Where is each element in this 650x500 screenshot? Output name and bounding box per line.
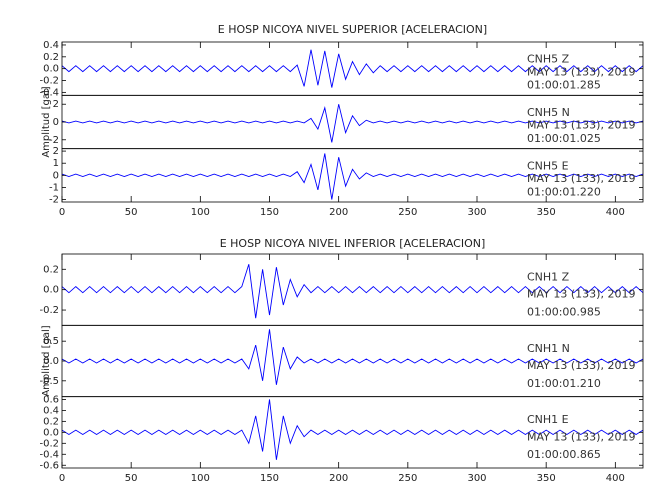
x-tick-label: 250 (398, 473, 417, 484)
station-label: CNH1 N (527, 342, 570, 355)
x-tick-label: 100 (191, 473, 210, 484)
y-tick-label: 0.0 (43, 427, 59, 438)
date-label: MAY 13 (133), 2019 (527, 65, 635, 78)
waveform (61, 329, 644, 385)
trace-panel: -0.2 0.0 0.2 CNH1 Z MAY 13 (133), 2019 01:00:… (39, 253, 644, 326)
time-label: 01:00:01.210 (527, 377, 601, 390)
time-label: 01:00:00.985 (527, 305, 601, 318)
y-tick-label: -0.5 (39, 376, 59, 387)
y-tick-label: -2 (49, 135, 59, 146)
waveform (61, 153, 644, 200)
y-tick-label: 0.5 (43, 336, 59, 347)
x-tick-label: 400 (606, 207, 625, 218)
x-tick-label: 300 (467, 473, 486, 484)
station-label: CNH5 Z (527, 53, 570, 66)
x-tick-label: 200 (329, 207, 348, 218)
x-tick-label: 350 (537, 473, 556, 484)
station-label: CNH5 E (527, 159, 569, 172)
time-label: 01:00:01.220 (527, 185, 601, 198)
y-tick-label: 2 (53, 146, 59, 157)
y-tick-label: 0.2 (43, 264, 59, 275)
waveform (61, 104, 644, 143)
x-tick-label: 350 (537, 207, 556, 218)
date-label: MAY 13 (133), 2019 (527, 359, 635, 372)
y-tick-label: 0 (53, 170, 59, 181)
station-label: CNH1 Z (527, 271, 570, 284)
y-tick-label: -0.4 (39, 87, 59, 98)
waveform (61, 49, 644, 88)
x-tick-label: 100 (191, 207, 210, 218)
y-tick-label: 0.0 (43, 285, 59, 296)
y-tick-label: -0.2 (39, 438, 59, 449)
date-label: MAY 13 (133), 2019 (527, 172, 635, 185)
chart-title: E HOSP NICOYA NIVEL SUPERIOR [ACELERACIO… (218, 23, 487, 36)
time-label: 01:00:01.285 (527, 79, 601, 92)
y-tick-label: -0.2 (39, 76, 59, 87)
x-tick-label: 0 (59, 473, 65, 484)
x-tick-label: 400 (606, 473, 625, 484)
y-tick-label: 0.2 (43, 52, 59, 63)
x-tick-label: 250 (398, 207, 417, 218)
trace-panel: -0.6-0.4-0.20.00.20.40.6 CNH1 E MAY 13 (13… (39, 394, 644, 471)
y-tick-label: 0.0 (43, 64, 59, 75)
y-tick-label: -2 (49, 195, 59, 206)
date-label: MAY 13 (133), 2019 (527, 119, 635, 132)
y-tick-label: 0.4 (43, 40, 59, 51)
date-label: MAY 13 (133), 2019 (527, 288, 635, 301)
y-axis-label: Amplitud [gal] (41, 86, 52, 157)
y-tick-label: -1 (49, 182, 59, 193)
time-label: 01:00:00.865 (527, 448, 601, 461)
time-label: 01:00:01.025 (527, 132, 601, 145)
x-tick-label: 150 (260, 473, 279, 484)
x-tick-label: 50 (125, 207, 138, 218)
y-tick-label: -0.2 (39, 305, 59, 316)
y-tick-label: 0.6 (43, 394, 59, 405)
y-tick-label: 0.4 (43, 405, 59, 416)
waveform (61, 399, 644, 460)
x-tick-label: 50 (125, 473, 138, 484)
x-tick-label: 300 (467, 207, 486, 218)
trace-panel: -0.5 0.0 0.5 CNH1 N MAY 13 (133), 2019 01:00:… (39, 324, 644, 398)
y-tick-label: 1 (53, 158, 59, 169)
station-label: CNH1 E (527, 413, 569, 426)
chart-title: E HOSP NICOYA NIVEL INFERIOR [ACELERACIO… (220, 237, 486, 250)
x-tick-label: 200 (329, 473, 348, 484)
y-tick-label: 2 (53, 99, 59, 110)
station-label: CNH5 N (527, 106, 570, 119)
y-tick-label: 0.0 (43, 356, 59, 367)
y-axis-label: Amplitud [gal] (41, 325, 52, 396)
y-tick-label: -0.4 (39, 449, 59, 460)
date-label: MAY 13 (133), 2019 (527, 430, 635, 443)
y-tick-label: 0.2 (43, 416, 59, 427)
y-tick-label: -0.6 (39, 460, 59, 471)
x-tick-label: 0 (59, 207, 65, 218)
waveform (61, 264, 644, 319)
y-tick-label: 0 (53, 117, 59, 128)
x-tick-label: 150 (260, 207, 279, 218)
